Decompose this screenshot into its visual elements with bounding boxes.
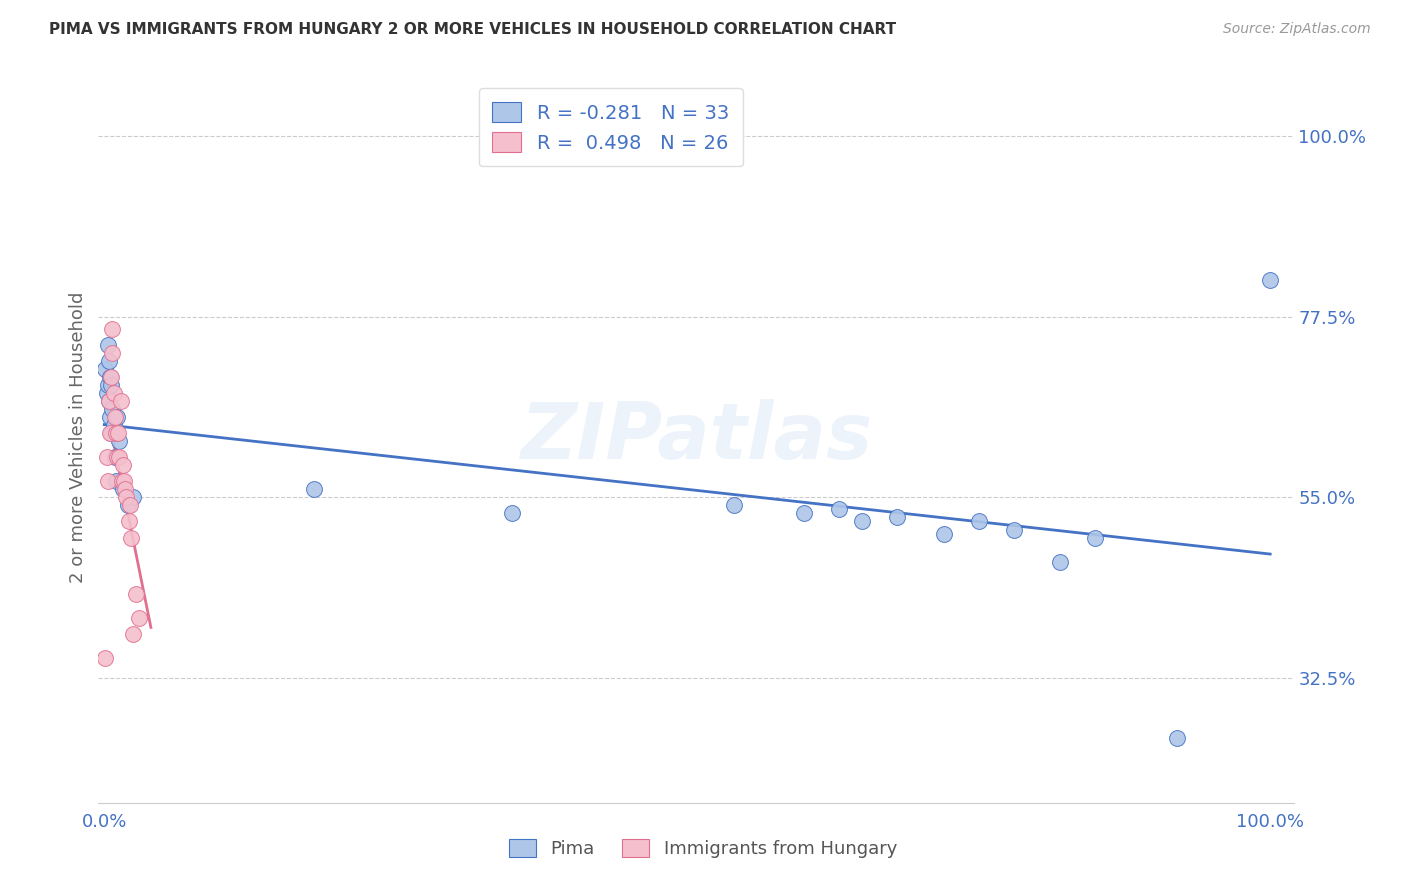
Point: [1166, 731, 1188, 746]
Point: [97, 475, 120, 489]
Point: [107, 425, 129, 440]
Point: [97, 377, 120, 392]
Point: [97, 393, 120, 408]
Point: [501, 507, 523, 521]
Point: [118, 515, 141, 529]
Point: [128, 611, 150, 625]
Point: [108, 434, 131, 449]
Point: [723, 499, 745, 513]
Y-axis label: 2 or more Vehicles in Household: 2 or more Vehicles in Household: [69, 292, 87, 582]
Point: [122, 627, 145, 641]
Point: [97, 393, 120, 408]
Legend: R = -0.281   N = 33, R =  0.498   N = 26: R = -0.281 N = 33, R = 0.498 N = 26: [478, 88, 742, 167]
Point: [302, 483, 325, 497]
Point: [101, 345, 124, 359]
Point: [94, 651, 117, 665]
Point: [112, 475, 135, 489]
Point: [94, 361, 117, 376]
Point: [886, 510, 908, 524]
Point: [110, 393, 132, 408]
Point: [828, 502, 851, 516]
Point: [103, 385, 125, 400]
Point: [111, 458, 134, 473]
Point: [103, 417, 125, 432]
Point: [98, 369, 121, 384]
Point: [100, 425, 122, 440]
Point: [104, 409, 127, 424]
Text: PIMA VS IMMIGRANTS FROM HUNGARY 2 OR MORE VEHICLES IN HOUSEHOLD CORRELATION CHAR: PIMA VS IMMIGRANTS FROM HUNGARY 2 OR MOR…: [49, 22, 897, 37]
Point: [108, 450, 131, 465]
Point: [104, 425, 127, 440]
Legend: Pima, Immigrants from Hungary: Pima, Immigrants from Hungary: [502, 831, 904, 865]
Point: [115, 491, 138, 505]
Point: [793, 507, 815, 521]
Point: [97, 337, 120, 351]
Point: [125, 587, 148, 601]
Point: [104, 475, 127, 489]
Point: [932, 526, 955, 541]
Point: [101, 401, 124, 416]
Point: [105, 409, 128, 424]
Point: [97, 353, 120, 368]
Point: [104, 450, 127, 465]
Point: [111, 475, 134, 489]
Point: [118, 499, 141, 513]
Text: Source: ZipAtlas.com: Source: ZipAtlas.com: [1223, 22, 1371, 37]
Text: ZIPatlas: ZIPatlas: [520, 399, 872, 475]
Point: [100, 369, 122, 384]
Point: [101, 321, 124, 335]
Point: [1002, 523, 1025, 537]
Point: [967, 515, 990, 529]
Point: [851, 515, 873, 529]
Point: [1084, 531, 1107, 545]
Point: [100, 377, 122, 392]
Point: [96, 385, 118, 400]
Point: [96, 450, 118, 465]
Point: [98, 425, 121, 440]
Point: [98, 409, 121, 424]
Point: [117, 499, 139, 513]
Point: [1258, 273, 1281, 287]
Point: [1049, 555, 1071, 569]
Point: [111, 483, 134, 497]
Point: [122, 491, 145, 505]
Point: [114, 483, 136, 497]
Point: [120, 531, 142, 545]
Point: [105, 450, 128, 465]
